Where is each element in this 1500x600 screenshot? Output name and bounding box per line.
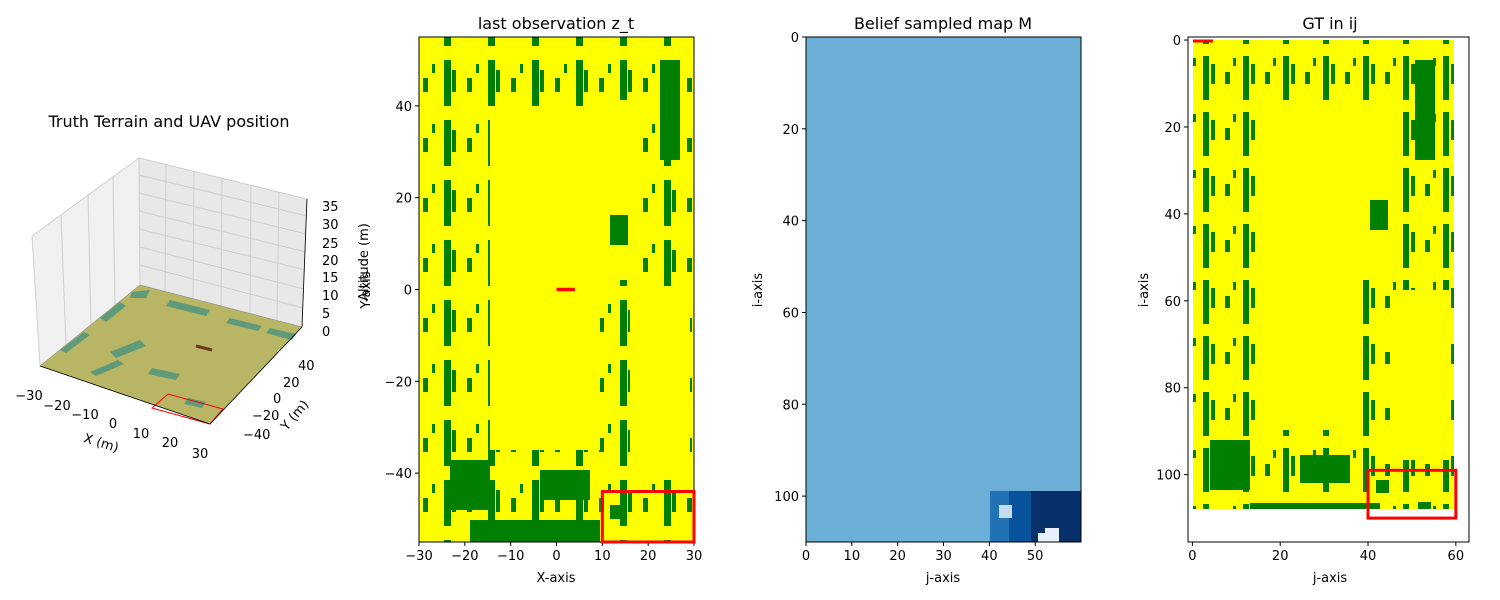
panel2-title: last observation z_t	[478, 14, 634, 34]
y-tick-label: 0	[404, 284, 412, 299]
y-tick-label: 80	[782, 398, 799, 413]
panel1-title: Truth Terrain and UAV position	[47, 112, 289, 131]
xtick: 0	[109, 417, 117, 432]
panel-belief-map: Belief sampled map M 0 10 20 30 40 50 0 20 40 60 8…	[751, 14, 1082, 586]
x-tick-label: −30	[405, 549, 432, 564]
y-tick-label: 100	[774, 490, 799, 505]
y-tick-label: 20	[395, 192, 412, 207]
y-tick-label: 40	[782, 215, 799, 230]
x-tick-label: 60	[1448, 549, 1465, 564]
panel2-xlabel: X-axis	[537, 571, 576, 586]
x-tick-label: 30	[686, 549, 703, 564]
z-ticks-3d: 0 5 10 15 20 25 30 35	[322, 200, 339, 340]
z-axis-label-3d: Altitude (m)	[357, 223, 372, 301]
ztick: 15	[322, 271, 339, 286]
panel4-ticks: 0 20 40 60 0 20 40 60 80 100	[1156, 34, 1464, 564]
y-tick-label: −20	[385, 375, 412, 390]
ztick: 30	[322, 218, 339, 233]
panel-last-observation: last observation z_t −30 −20 −10 0 10 20 30 40 2…	[359, 14, 702, 586]
belief-cell	[1045, 528, 1059, 542]
xtick: −10	[71, 408, 98, 423]
y-axis-line	[209, 326, 303, 425]
x-ticks-3d: −30 −20 −10 0 10 20 30	[15, 389, 208, 462]
y-tick-label: −40	[385, 467, 412, 482]
y-tick-label: 40	[1164, 208, 1181, 223]
panel3-title: Belief sampled map M	[854, 14, 1032, 33]
panel4-ylabel: i-axis	[1137, 273, 1152, 308]
ytick: 20	[283, 376, 300, 391]
z-axis-line	[301, 198, 308, 328]
panel3-ticks: 0 10 20 30 40 50 0 20 40 60 80 100	[774, 31, 1043, 564]
panel2-ylabel: Y-axis	[359, 271, 374, 309]
belief-image	[806, 37, 1081, 542]
ztick: 10	[322, 289, 339, 304]
panel4-title: GT in ij	[1302, 14, 1357, 33]
y-tick-label: 80	[1164, 382, 1181, 397]
x-tick-label: 10	[594, 549, 611, 564]
belief-cell	[1009, 491, 1031, 542]
x-tick-label: 40	[1360, 549, 1377, 564]
x-tick-label: 40	[981, 549, 998, 564]
ytick: −40	[243, 428, 270, 443]
belief-cell	[999, 505, 1012, 518]
ztick: 0	[322, 325, 330, 340]
y-tick-label: 60	[1164, 295, 1181, 310]
panel-gt-ij: GT in ij 0 20 40 60 0 20 40 60 80 100 j-axis i-ax…	[1137, 14, 1470, 586]
x-tick-label: 0	[1188, 549, 1196, 564]
ztick: 5	[322, 307, 330, 322]
x-axis-label-3d: X (m)	[82, 431, 121, 456]
terrain-trees	[60, 290, 296, 408]
panel2-ticks: −30 −20 −10 0 10 20 30 40 20 0 −20 −40	[385, 100, 703, 564]
belief-cell	[1038, 533, 1046, 542]
y-tick-label: 0	[1173, 34, 1181, 49]
ztick: 25	[322, 237, 339, 252]
panel3-ylabel: i-axis	[751, 273, 766, 308]
ytick: −20	[252, 409, 279, 424]
ytick: 0	[273, 392, 281, 407]
x-tick-label: 0	[552, 549, 560, 564]
gt-overlays	[1210, 60, 1450, 509]
y-tick-label: 20	[1164, 121, 1181, 136]
xtick: 30	[192, 447, 209, 462]
panel4-xlabel: j-axis	[1312, 571, 1348, 586]
x-tick-label: 20	[1272, 549, 1289, 564]
x-tick-label: −20	[451, 549, 478, 564]
xtick: −30	[15, 389, 42, 404]
x-tick-label: 50	[1027, 549, 1044, 564]
x-tick-label: 10	[844, 549, 861, 564]
xtick: −20	[43, 399, 70, 414]
y-tick-label: 100	[1156, 469, 1181, 484]
y-tick-label: 40	[395, 100, 412, 115]
x-tick-label: −10	[497, 549, 524, 564]
fov-box-3d	[150, 393, 224, 425]
observation-overlays	[450, 60, 690, 542]
xtick: 20	[162, 436, 179, 451]
ztick: 35	[322, 200, 339, 215]
y-ticks-3d: −40 −20 0 20 40	[243, 359, 315, 443]
y-tick-label: 0	[791, 31, 799, 46]
ytick: 40	[298, 359, 315, 374]
panel-3d-terrain: Truth Terrain and UAV position	[15, 112, 372, 462]
panel3-xlabel: j-axis	[925, 571, 961, 586]
ztick: 20	[322, 254, 339, 269]
x-tick-label: 20	[640, 549, 657, 564]
xtick: 10	[133, 427, 150, 442]
fov-box	[600, 490, 696, 544]
x-tick-label: 20	[889, 549, 906, 564]
y-tick-label: 20	[782, 123, 799, 138]
fov-box-gt	[1366, 468, 1458, 520]
grid-3d	[60, 163, 308, 346]
x-axis-line	[39, 365, 211, 425]
y-tick-label: 60	[782, 306, 799, 321]
uav-marker	[195, 344, 213, 352]
y-axis-label-3d: Y (m)	[278, 398, 313, 435]
x-tick-label: 0	[802, 549, 810, 564]
x-tick-label: 30	[935, 549, 952, 564]
